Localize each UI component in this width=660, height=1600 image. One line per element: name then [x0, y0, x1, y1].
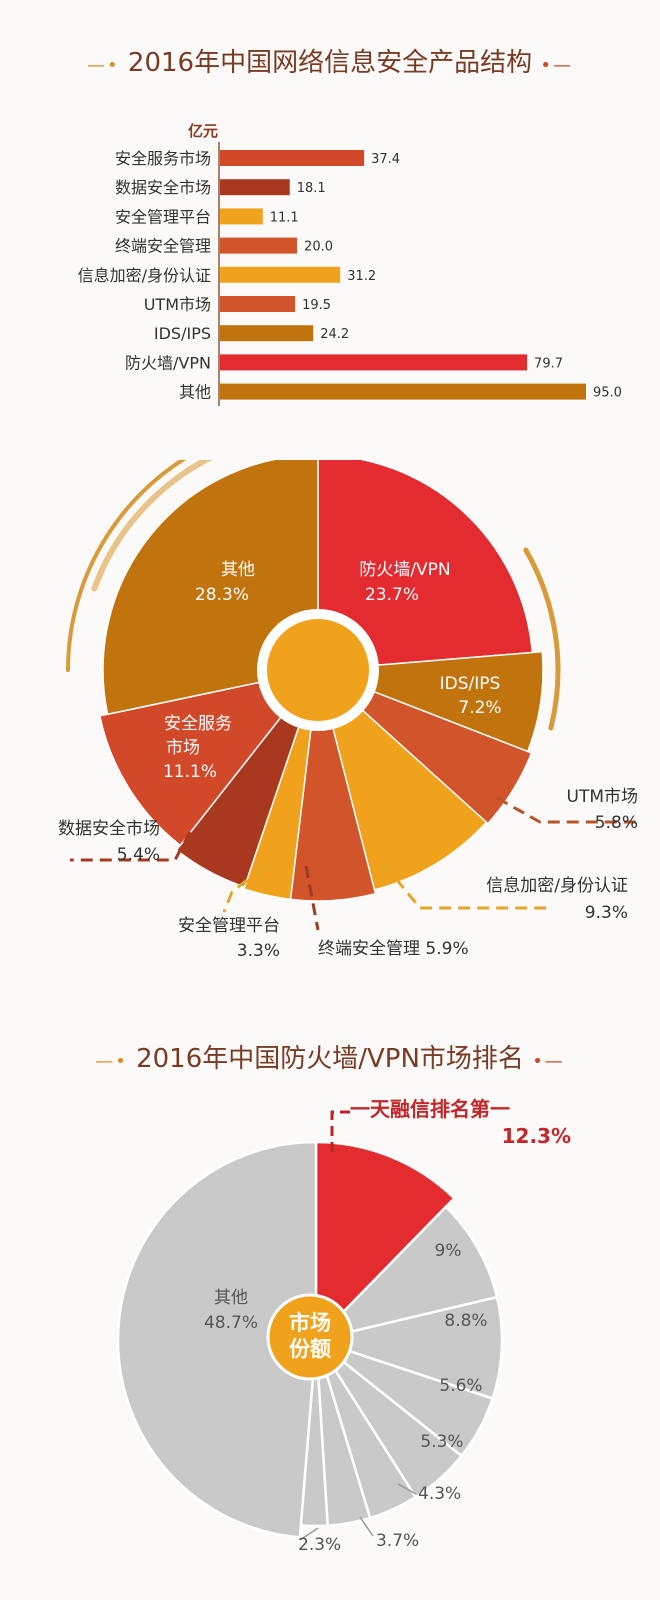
bar-value-label: 95.0	[593, 386, 622, 401]
bar-category-label: 防火墙/VPN	[125, 353, 211, 372]
leader-line	[299, 1527, 319, 1541]
bar-category-label: 信息加密/身份认证	[78, 266, 211, 285]
decor-arc	[523, 547, 561, 731]
leader-line	[382, 863, 548, 910]
chart1-title: 2016年中国网络信息安全产品结构	[127, 48, 533, 78]
pie-outer-label: UTM市场	[567, 787, 639, 807]
bar-value-label: 24.2	[320, 327, 349, 342]
bar-value-label: 37.4	[371, 152, 400, 167]
top-vendor-percent: 12.3%	[502, 1124, 571, 1148]
pie-label: 11.1%	[163, 762, 217, 782]
bar	[220, 208, 263, 225]
title-decor-left: —•	[95, 1051, 128, 1072]
bar-category-label: 安全管理平台	[115, 207, 211, 226]
pie-slice	[311, 1295, 504, 1401]
pie-slice	[316, 667, 488, 891]
leader-line	[222, 866, 263, 913]
pie-label: 8.8%	[444, 1311, 487, 1331]
bar	[220, 266, 341, 283]
leader-line	[304, 865, 320, 931]
bar	[220, 179, 290, 196]
pie-label: 9%	[435, 1241, 462, 1261]
center-label: 市场	[289, 1311, 331, 1335]
pie-label: IDS/IPS	[440, 674, 501, 694]
pie-outer-label: 终端安全管理 5.9%	[318, 939, 469, 959]
bar-value-label: 79.7	[534, 356, 563, 371]
leader-line	[397, 1483, 417, 1495]
bar-value-label: 11.1	[270, 210, 299, 225]
pie-label: 48.7%	[204, 1313, 258, 1333]
pie-label: 4.3%	[418, 1484, 461, 1504]
pie-chart-product-structure: 防火墙/VPN 23.7% IDS/IPS 7.2% 安全服务市场 11.1% 其他 28.3…	[58, 460, 640, 961]
bar-category-label: UTM市场	[144, 295, 211, 314]
pie-slice	[317, 460, 534, 671]
pie-slice	[314, 1140, 457, 1344]
pie-outer-label: 5.8%	[595, 813, 638, 833]
pie-slice	[175, 669, 319, 888]
bar	[220, 237, 298, 254]
top-vendor-label: 一天融信排名第一	[350, 1097, 510, 1121]
bar-unit-label: 亿元	[188, 122, 218, 140]
pie-outer-label: 9.3%	[585, 903, 628, 923]
bar	[220, 150, 365, 166]
pie-label: 3.7%	[376, 1531, 419, 1551]
bar-value-label: 18.1	[297, 181, 326, 196]
leader-line	[359, 1516, 374, 1537]
bar	[220, 325, 314, 342]
decor-arc	[66, 460, 187, 672]
pie-label: 防火墙/VPN	[359, 560, 450, 580]
bar-category-label: IDS/IPS	[154, 324, 211, 343]
market-share-badge	[266, 1293, 354, 1381]
pie-label: 其他	[214, 1288, 248, 1308]
pie-slice	[116, 1140, 318, 1539]
bar-value-label: 20.0	[304, 240, 333, 255]
bar-category-label: 数据安全市场	[115, 178, 211, 197]
pie-label: 23.7%	[365, 585, 419, 605]
leader-line	[330, 1110, 350, 1152]
chart3-title-row: —• 2016年中国防火墙/VPN市场排名 •—	[0, 1038, 660, 1075]
pie-label: 市场	[166, 738, 200, 758]
chart1-title-row: —• 2016年中国网络信息安全产品结构 •—	[0, 42, 660, 79]
pie-outer-label: 3.3%	[237, 941, 280, 961]
pie-slice	[98, 668, 320, 847]
bar-category-label: 安全服务市场	[115, 149, 211, 168]
title-decor-right: •—	[540, 55, 573, 76]
leader-line	[70, 831, 192, 862]
bar	[220, 296, 296, 312]
pie-outer-label: 安全管理平台	[178, 916, 280, 936]
title-decor-right: •—	[532, 1051, 565, 1072]
chart3-title: 2016年中国防火墙/VPN市场排名	[136, 1044, 524, 1074]
donut-center	[267, 619, 369, 721]
bar-value-label: 31.2	[347, 269, 376, 284]
bar	[220, 383, 586, 400]
center-label: 份额	[289, 1337, 331, 1361]
pie-label: 安全服务	[164, 714, 232, 734]
pie-label: 2.3%	[298, 1535, 341, 1555]
bar	[220, 354, 528, 371]
pie-label: 5.6%	[439, 1376, 482, 1396]
title-decor-left: —•	[87, 55, 120, 76]
pie-slice	[317, 669, 533, 825]
pie-outer-label: 信息加密/身份认证	[486, 876, 628, 896]
bar-category-label: 终端安全管理	[115, 237, 211, 256]
pie-label: 28.3%	[195, 585, 249, 605]
pie-label: 7.2%	[458, 698, 501, 718]
bar-value-label: 19.5	[302, 298, 331, 313]
pie-label: 其他	[221, 560, 255, 580]
leader-line	[496, 796, 640, 824]
bar-category-label: 其他	[179, 383, 211, 402]
pie-outer-label: 5.4%	[117, 845, 160, 865]
decor-arc	[91, 460, 213, 592]
pie-label: 5.3%	[420, 1432, 463, 1452]
pie-outer-label: 数据安全市场	[58, 819, 160, 839]
